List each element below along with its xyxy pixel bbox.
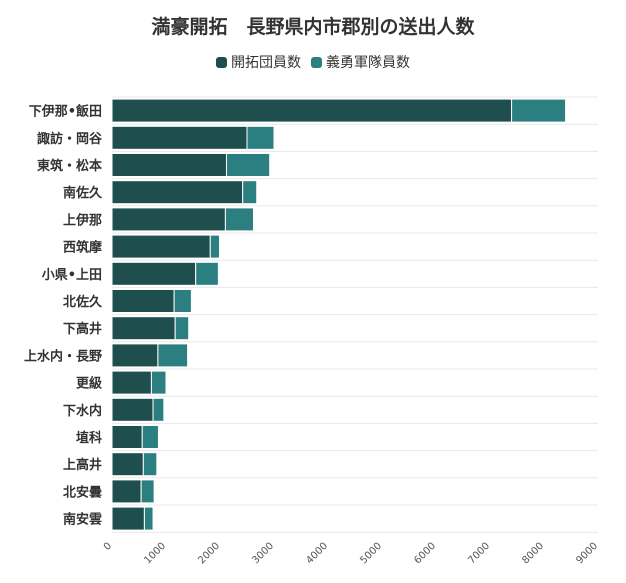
legend-label-1: 義勇軍隊員数 bbox=[326, 55, 410, 71]
x-tick-label-1: 1000 bbox=[142, 541, 168, 567]
x-tick-label-6: 6000 bbox=[412, 541, 438, 567]
bar-1-9 bbox=[157, 343, 189, 368]
bar-0-10 bbox=[111, 370, 152, 395]
x-tick-label-0: 0 bbox=[102, 541, 114, 553]
x-tick-label-8: 8000 bbox=[520, 541, 546, 567]
legend-swatch-1 bbox=[311, 56, 322, 68]
category-label-2: 東筑・松本 bbox=[37, 158, 102, 174]
bar-1-3 bbox=[242, 180, 258, 205]
category-label-13: 上高井 bbox=[63, 457, 102, 473]
bar-0-12 bbox=[111, 425, 143, 449]
bar-1-7 bbox=[173, 289, 192, 313]
bar-1-12 bbox=[141, 425, 159, 449]
legend-item-series-1[interactable]: 義勇軍隊員数 bbox=[311, 52, 410, 72]
legend-item-series-0[interactable]: 開拓団員数 bbox=[216, 52, 301, 72]
category-label-4: 上伊那 bbox=[63, 212, 102, 228]
category-label-3: 南佐久 bbox=[63, 185, 103, 201]
bar-1-1 bbox=[246, 125, 275, 150]
category-label-15: 南安雲 bbox=[63, 512, 102, 528]
x-tick-label-3: 3000 bbox=[250, 541, 276, 567]
x-tick-label-2: 2000 bbox=[196, 541, 222, 567]
bar-1-10 bbox=[150, 370, 167, 395]
bar-0-2 bbox=[111, 153, 227, 177]
legend: 開拓団員数 義勇軍隊員数 bbox=[0, 52, 626, 72]
legend-swatch-0 bbox=[216, 56, 227, 68]
x-tick-label-5: 5000 bbox=[358, 541, 384, 567]
bar-0-4 bbox=[111, 207, 226, 232]
category-label-8: 下高井 bbox=[63, 321, 102, 337]
bar-1-2 bbox=[225, 153, 271, 177]
bar-0-13 bbox=[111, 452, 144, 477]
category-label-14: 北安曇 bbox=[63, 484, 102, 500]
x-tick-label-4: 4000 bbox=[304, 541, 330, 567]
bar-0-8 bbox=[111, 316, 176, 341]
bar-0-11 bbox=[111, 397, 154, 422]
category-label-6: 小県•上田 bbox=[42, 268, 102, 283]
bar-0-9 bbox=[111, 343, 159, 368]
bar-1-11 bbox=[152, 397, 165, 422]
bar-1-14 bbox=[140, 479, 155, 504]
bar-1-4 bbox=[224, 207, 254, 232]
bar-0-6 bbox=[111, 261, 197, 286]
category-label-1: 諏訪・岡谷 bbox=[37, 131, 103, 147]
bar-0-3 bbox=[111, 180, 244, 205]
category-label-9: 上水内・長野 bbox=[24, 348, 102, 364]
x-tick-label-9: 9000 bbox=[574, 541, 600, 567]
bar-1-5 bbox=[209, 234, 220, 259]
category-label-0: 下伊那•飯田 bbox=[29, 104, 102, 120]
bar-0-15 bbox=[111, 506, 145, 531]
category-label-7: 北佐久 bbox=[63, 294, 103, 310]
category-label-5: 西筑摩 bbox=[63, 240, 103, 256]
category-label-12: 埴科 bbox=[76, 430, 102, 446]
bar-1-8 bbox=[174, 316, 190, 341]
bar-1-13 bbox=[142, 452, 158, 477]
bar-1-6 bbox=[195, 261, 219, 286]
bar-1-0 bbox=[511, 98, 567, 123]
legend-label-0: 開拓団員数 bbox=[231, 55, 301, 71]
category-label-10: 更級 bbox=[76, 376, 102, 392]
chart-title: 満豪開拓 長野県内市郡別の送出人数 bbox=[151, 16, 475, 38]
bar-0-7 bbox=[111, 289, 175, 313]
x-tick-label-7: 7000 bbox=[466, 541, 492, 567]
bar-0-1 bbox=[111, 125, 248, 150]
bar-1-15 bbox=[143, 506, 154, 531]
category-label-11: 下水内 bbox=[63, 403, 102, 419]
bar-0-5 bbox=[111, 234, 211, 259]
bar-0-0 bbox=[111, 98, 513, 123]
bar-0-14 bbox=[111, 479, 142, 504]
